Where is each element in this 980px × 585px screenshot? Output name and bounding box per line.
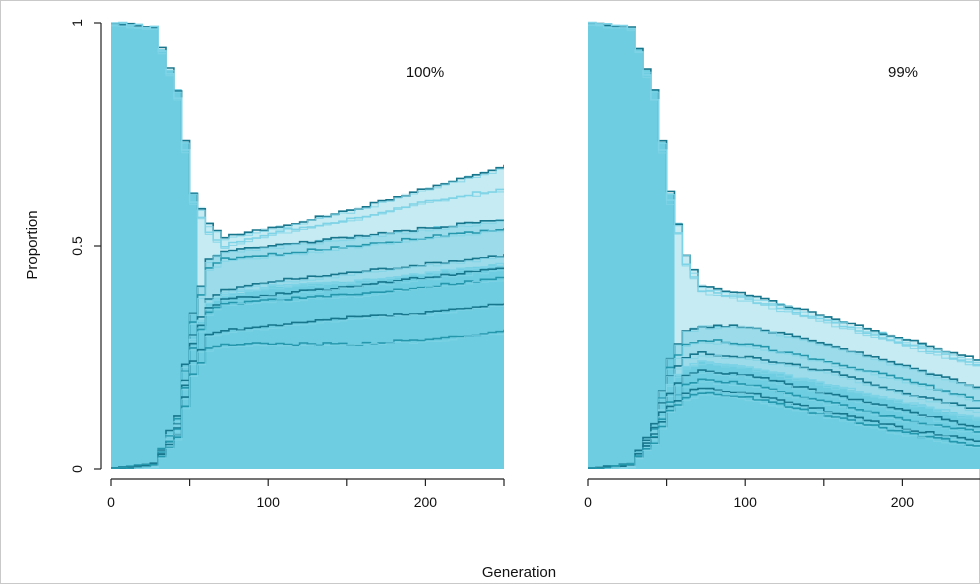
x-tick-label: 100: [734, 494, 758, 510]
panel-99-percent-plot-area: [588, 23, 980, 473]
y-tick-label: 0.5: [69, 236, 85, 256]
y-axis-title: Proportion: [24, 210, 41, 279]
panel-label-99-percent: 99%: [888, 64, 918, 81]
x-tick-label: 200: [891, 494, 915, 510]
y-tick-label: 1: [69, 19, 85, 27]
panel-100-percent-plot-area: [111, 23, 504, 472]
x-axis-title: Generation: [482, 564, 556, 581]
x-tick-label: 0: [107, 494, 115, 510]
x-tick-label: 0: [584, 494, 592, 510]
y-tick-label: 0: [69, 465, 85, 473]
x-tick-label: 100: [257, 494, 281, 510]
y-axis: 00.51: [69, 19, 101, 473]
x-axis-99-percent: 0 100 200: [584, 479, 980, 510]
x-tick-label: 200: [414, 494, 438, 510]
x-axis-100-percent: 0 100 200: [107, 479, 504, 510]
panel-99-percent: 99% 0 100 200: [584, 23, 980, 511]
panel-label-100-percent: 100%: [406, 64, 444, 81]
